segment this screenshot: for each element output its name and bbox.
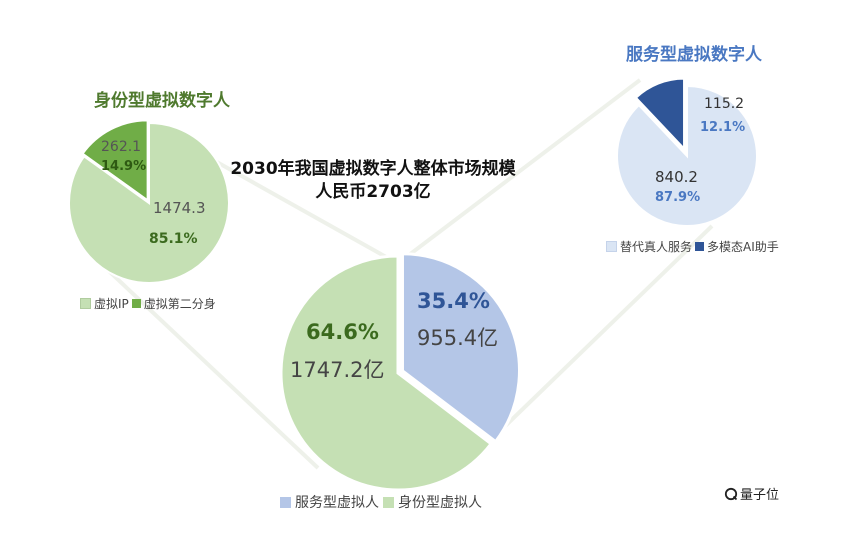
connector-right-top	[403, 78, 642, 260]
identity-second-percent-label: 14.9%	[101, 159, 147, 174]
brand-logo-icon	[724, 487, 738, 500]
legend-swatch-second	[131, 299, 141, 308]
main-title-line1: 2030年我国虚拟数字人整体市场规模	[230, 159, 516, 179]
identity-ip-value-label: 1474.3	[153, 199, 206, 217]
service-pie	[616, 77, 758, 227]
main-pie	[279, 252, 521, 492]
service-pie-title: 服务型虚拟数字人	[626, 45, 762, 65]
main-identity-value-label: 1747.2亿	[290, 358, 385, 382]
connector-lines	[92, 78, 714, 470]
main-title-line2: 人民币2703亿	[315, 182, 431, 202]
pie-slice-virtual-ip	[68, 121, 230, 284]
service-ai-value-label: 115.2	[704, 96, 745, 112]
brand-name: 量子位	[740, 488, 780, 503]
identity-pie-title: 身份型虚拟数字人	[94, 91, 230, 111]
legend-swatch-identity	[383, 496, 394, 508]
legend-label-ip: 虚拟IP	[94, 297, 129, 311]
main-service-percent-label: 35.4%	[417, 289, 490, 313]
service-human-percent-label: 87.9%	[655, 190, 701, 205]
connector-right-bottom	[496, 224, 714, 435]
service-legend: 替代真人服务 多模态AI助手	[606, 238, 779, 255]
legend-swatch-ai	[695, 242, 705, 251]
pie-slice-identity	[279, 254, 494, 492]
pie-slice-second-identity	[81, 119, 149, 203]
legend-label-identity: 身份型虚拟人	[398, 495, 482, 511]
legend-label-human: 替代真人服务	[620, 240, 693, 254]
pie-slice-service	[400, 252, 521, 444]
service-ai-percent-label: 12.1%	[700, 120, 746, 135]
brand-mark: 量子位	[724, 484, 779, 503]
identity-second-value-label: 262.1	[101, 139, 142, 155]
main-title: 2030年我国虚拟数字人整体市场规模 人民币2703亿	[228, 158, 518, 204]
service-human-value-label: 840.2	[655, 168, 698, 186]
main-legend: 服务型虚拟人 身份型虚拟人	[280, 492, 482, 512]
legend-swatch-service	[280, 496, 291, 508]
legend-swatch-human	[606, 241, 617, 252]
main-identity-percent-label: 64.6%	[306, 320, 379, 344]
legend-label-second: 虚拟第二分身	[143, 297, 216, 311]
identity-legend: 虚拟IP 虚拟第二分身	[80, 295, 216, 312]
legend-swatch-ip	[80, 298, 91, 309]
main-service-value-label: 955.4亿	[417, 326, 499, 350]
connector-left-bottom	[92, 255, 320, 470]
identity-pie	[68, 119, 230, 284]
identity-ip-percent-label: 85.1%	[149, 231, 198, 247]
pie-slice-human-service	[616, 84, 758, 227]
pie-slice-ai-assistant	[634, 77, 686, 152]
legend-label-service: 服务型虚拟人	[295, 495, 379, 511]
legend-label-ai: 多模态AI助手	[707, 240, 779, 254]
